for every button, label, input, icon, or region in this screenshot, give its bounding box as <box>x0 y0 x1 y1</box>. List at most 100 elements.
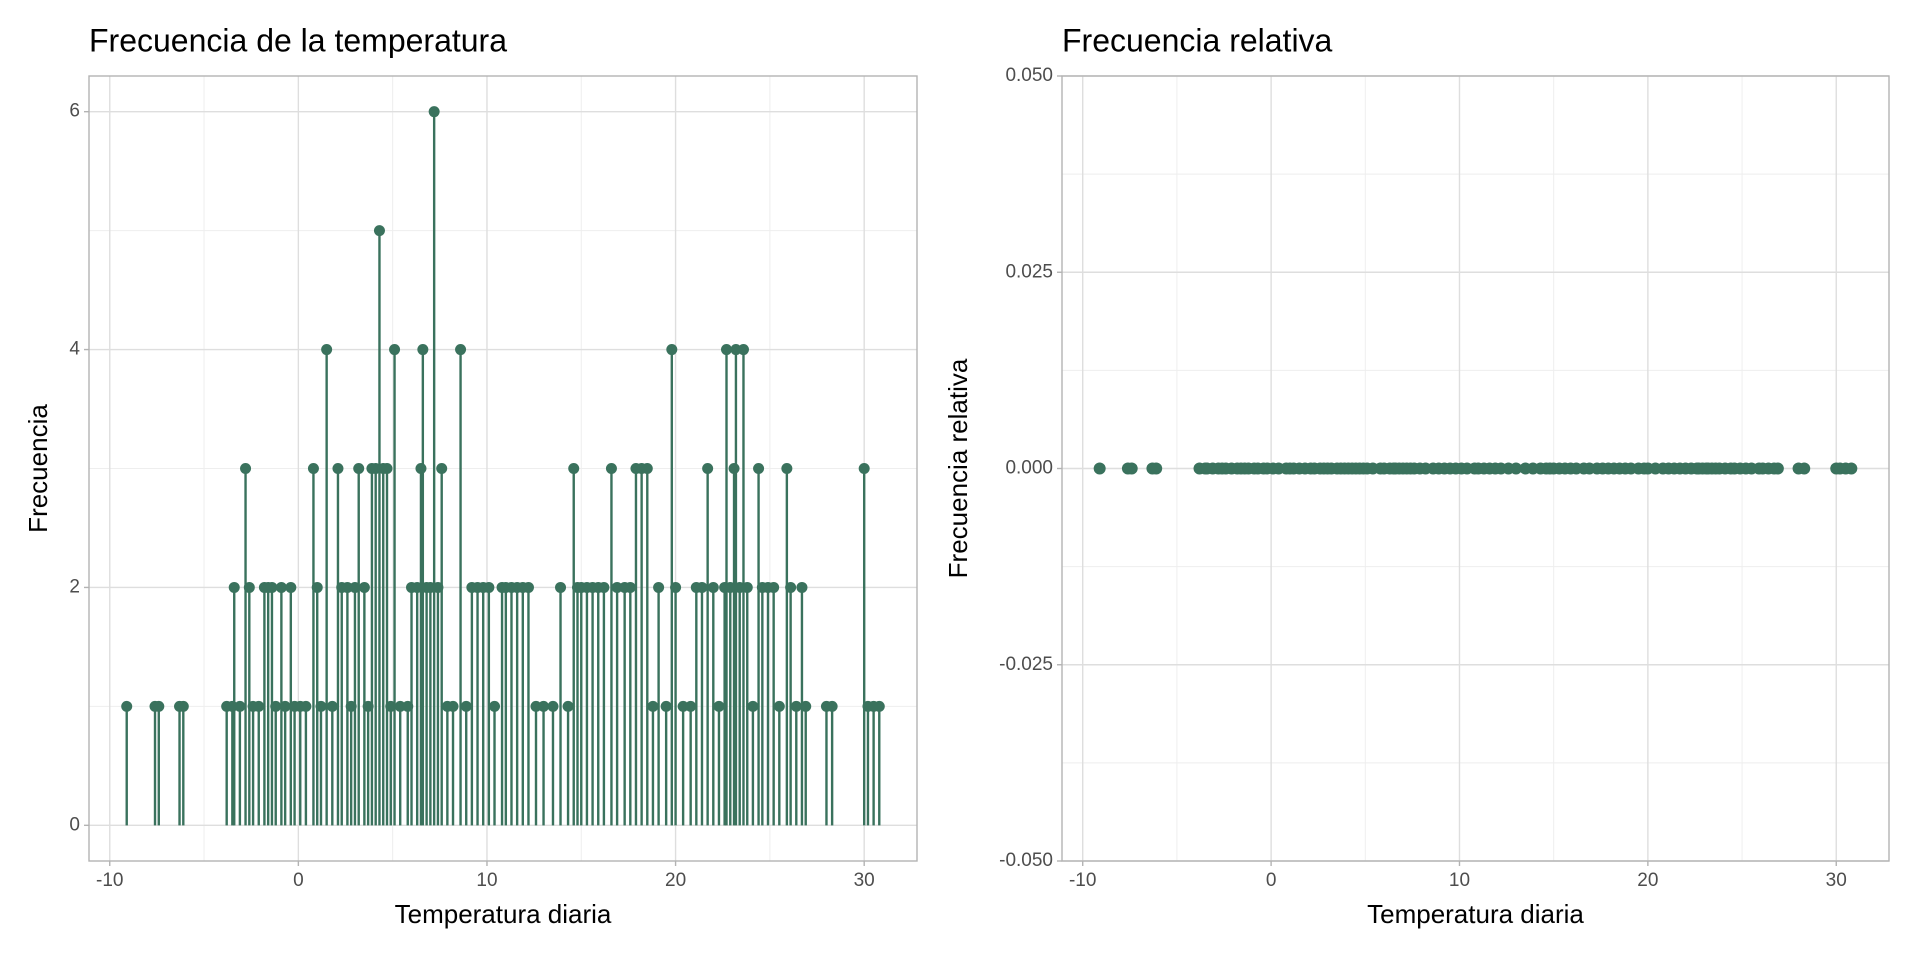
point <box>228 581 240 593</box>
point <box>243 581 255 593</box>
point <box>598 581 610 593</box>
panel-border <box>1061 75 1890 862</box>
point <box>240 463 252 474</box>
x-axis-title: Temperatura diaria <box>395 899 612 929</box>
point <box>728 463 740 474</box>
point <box>483 581 495 593</box>
point <box>389 344 401 356</box>
point <box>332 463 344 474</box>
point <box>321 344 333 356</box>
point <box>1771 462 1784 475</box>
point <box>153 700 165 712</box>
x-tick-label: -10 <box>1069 870 1096 891</box>
point <box>538 700 550 712</box>
point <box>785 581 797 593</box>
point <box>522 581 534 593</box>
point <box>1798 462 1811 475</box>
point <box>1845 462 1858 475</box>
y-tick-label: 0 <box>69 814 80 835</box>
point <box>696 581 708 593</box>
y-tick-label: -0.050 <box>999 850 1053 871</box>
point <box>373 225 385 237</box>
point <box>873 700 885 712</box>
point <box>624 581 636 593</box>
point <box>1125 462 1138 475</box>
point <box>702 463 714 474</box>
point <box>685 700 697 712</box>
point <box>611 581 623 593</box>
point <box>605 463 617 474</box>
point <box>121 700 133 712</box>
x-tick-label: 10 <box>476 870 497 891</box>
chart-title: Frecuencia relativa <box>1062 22 1333 58</box>
point <box>653 581 665 593</box>
point <box>315 700 327 712</box>
point <box>741 581 753 593</box>
point <box>266 581 278 593</box>
point <box>455 344 467 356</box>
point <box>730 344 742 356</box>
point <box>381 463 393 474</box>
point <box>670 581 682 593</box>
point <box>300 700 312 712</box>
point <box>353 463 365 474</box>
point <box>707 581 719 593</box>
point <box>415 463 427 474</box>
panel-border <box>88 75 918 862</box>
point <box>177 700 189 712</box>
point <box>753 463 765 474</box>
y-axis-title: Frecuencia relativa <box>943 358 973 578</box>
point <box>747 700 759 712</box>
x-tick-label: 0 <box>293 870 304 891</box>
point <box>666 344 678 356</box>
x-tick-label: 10 <box>1449 870 1470 891</box>
point <box>341 581 353 593</box>
point <box>796 581 808 593</box>
x-tick-label: 30 <box>854 870 875 891</box>
point <box>275 581 287 593</box>
y-tick-label: 0.050 <box>1005 65 1053 86</box>
point <box>826 700 838 712</box>
point <box>234 700 246 712</box>
point <box>460 700 472 712</box>
point <box>428 106 440 118</box>
point <box>326 700 338 712</box>
point <box>307 463 319 474</box>
point <box>270 700 282 712</box>
point <box>253 700 265 712</box>
point <box>737 344 749 356</box>
point <box>285 581 297 593</box>
point <box>417 344 429 356</box>
point <box>394 700 406 712</box>
point <box>568 463 580 474</box>
point <box>436 463 448 474</box>
y-tick-label: 4 <box>69 339 80 360</box>
point <box>1093 462 1106 475</box>
point <box>358 581 370 593</box>
point <box>641 463 653 474</box>
chart-title: Frecuencia de la temperatura <box>89 22 507 58</box>
point <box>713 700 725 712</box>
point <box>660 700 672 712</box>
point <box>489 700 501 712</box>
point <box>768 581 780 593</box>
point <box>677 700 689 712</box>
point <box>858 463 870 474</box>
x-tick-label: -10 <box>96 870 123 891</box>
y-tick-label: 0.025 <box>1005 261 1053 282</box>
point <box>562 700 574 712</box>
point <box>555 581 567 593</box>
point <box>279 700 291 712</box>
point <box>447 700 459 712</box>
x-tick-label: 30 <box>1826 870 1847 891</box>
point <box>790 700 802 712</box>
point <box>773 700 785 712</box>
point <box>547 700 559 712</box>
y-axis-title: Frecuencia <box>23 404 53 533</box>
point <box>721 344 733 356</box>
point <box>530 700 542 712</box>
point <box>800 700 812 712</box>
y-tick-label: -0.025 <box>999 654 1053 675</box>
point <box>1510 462 1523 475</box>
